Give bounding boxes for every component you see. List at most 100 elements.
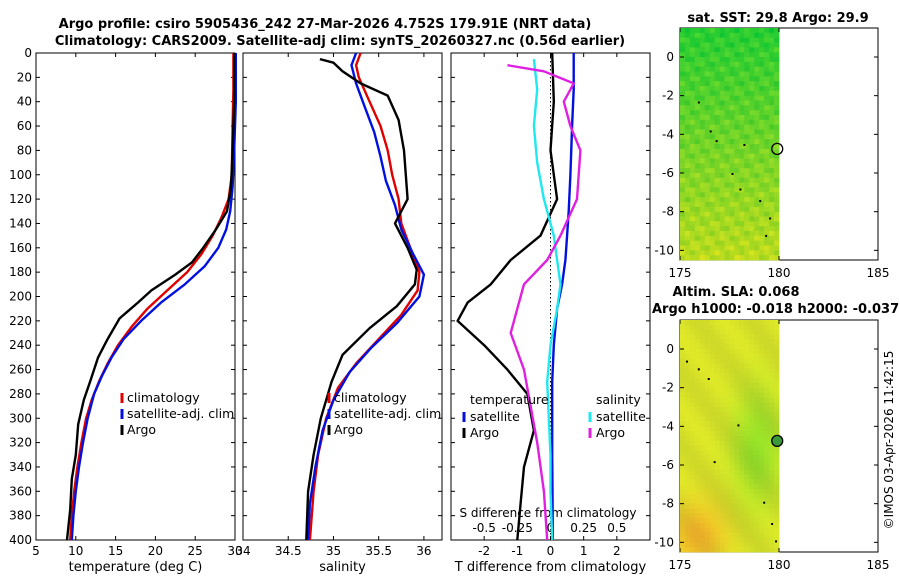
map-cell — [729, 489, 735, 495]
y-tick-label: 120 — [9, 192, 32, 206]
map-cell — [744, 513, 750, 519]
map-cell — [699, 240, 706, 246]
map-cell — [699, 518, 706, 524]
map-cell — [689, 216, 696, 222]
map-cell — [754, 202, 760, 208]
y-tick-label: 360 — [9, 484, 32, 498]
map-cell — [684, 240, 691, 246]
map-cell — [689, 110, 696, 116]
map-cell — [684, 460, 691, 466]
map-cell — [774, 95, 780, 101]
map-cell — [739, 392, 745, 398]
map-cell — [704, 469, 711, 476]
x-tick-label: 35 — [326, 544, 341, 558]
map-cell — [754, 436, 760, 442]
map-cell — [724, 508, 730, 514]
map-cell — [704, 197, 711, 203]
map-cell — [769, 115, 775, 121]
map-cell — [684, 32, 691, 39]
map-cell — [754, 235, 760, 242]
map-cell — [769, 363, 775, 369]
map-cell — [729, 100, 735, 106]
map-cell — [749, 518, 755, 524]
map-cell — [739, 484, 745, 490]
map-cell — [689, 532, 696, 538]
map-cell — [734, 353, 740, 360]
map-cell — [729, 221, 735, 227]
map-cell — [754, 115, 760, 121]
map-cell — [749, 503, 755, 509]
map-cell — [689, 320, 696, 326]
map-cell — [764, 245, 770, 251]
map-cell — [739, 397, 745, 403]
map-cell — [759, 431, 765, 437]
map-cell — [744, 255, 750, 261]
map-cell — [714, 76, 720, 82]
map-cell — [680, 158, 686, 164]
map-cell — [774, 202, 780, 208]
map-cell — [719, 349, 725, 355]
map-cell — [744, 32, 750, 39]
map-cell — [719, 153, 725, 159]
map-cell — [759, 245, 765, 251]
map-cell — [684, 363, 691, 369]
profile-panel-1: 0204060801001201401601802002202402602803… — [9, 46, 243, 575]
map-cell — [714, 115, 720, 121]
map-cell — [729, 158, 735, 164]
map-cell — [694, 407, 701, 413]
map-cell — [709, 52, 716, 58]
island-marker — [707, 378, 710, 380]
map-cell — [684, 465, 691, 471]
map-cell — [739, 450, 745, 456]
map-cell — [754, 95, 760, 101]
map-cell — [680, 250, 686, 256]
map-cell — [694, 129, 701, 135]
map-cell — [714, 182, 720, 188]
map-cell — [729, 397, 735, 403]
map-cell — [759, 119, 765, 126]
map-cell — [680, 52, 686, 58]
map-cell — [719, 513, 725, 519]
map-cell — [704, 503, 711, 509]
map-cell — [704, 211, 711, 217]
map-cell — [709, 245, 716, 251]
map-cell — [699, 479, 706, 485]
map-cell — [709, 387, 716, 393]
map-cell — [689, 47, 696, 53]
map-cell — [739, 32, 745, 39]
map-cell — [694, 392, 701, 398]
map-cell — [709, 66, 716, 72]
map-cell — [774, 373, 780, 379]
map-cell — [749, 489, 755, 495]
map-cell — [769, 484, 775, 490]
map-cell — [704, 192, 711, 198]
map-cell — [689, 378, 696, 384]
map-cell — [719, 320, 725, 326]
map-cell — [774, 411, 780, 418]
map-cell — [734, 416, 740, 422]
map-cell — [704, 173, 711, 179]
map-cell — [749, 407, 755, 413]
map-cell — [764, 489, 770, 495]
map-cell — [689, 349, 696, 355]
map-cell — [739, 52, 745, 58]
map-cell — [709, 187, 716, 193]
map-cell — [729, 358, 735, 364]
map-cell — [759, 197, 765, 203]
map-cell — [774, 334, 780, 340]
map-cell — [769, 378, 775, 384]
map-cell — [724, 411, 730, 418]
map-cell — [759, 542, 765, 548]
map-cell — [714, 392, 720, 398]
map-cell — [769, 513, 775, 519]
island-marker — [759, 200, 762, 203]
map-cell — [754, 216, 760, 222]
map-cell — [714, 52, 720, 58]
map-cell — [744, 235, 750, 242]
map-cell — [764, 197, 770, 203]
map-cell — [729, 411, 735, 418]
map-cell — [729, 192, 735, 198]
map-cell — [754, 61, 760, 68]
map-cell — [774, 402, 780, 408]
